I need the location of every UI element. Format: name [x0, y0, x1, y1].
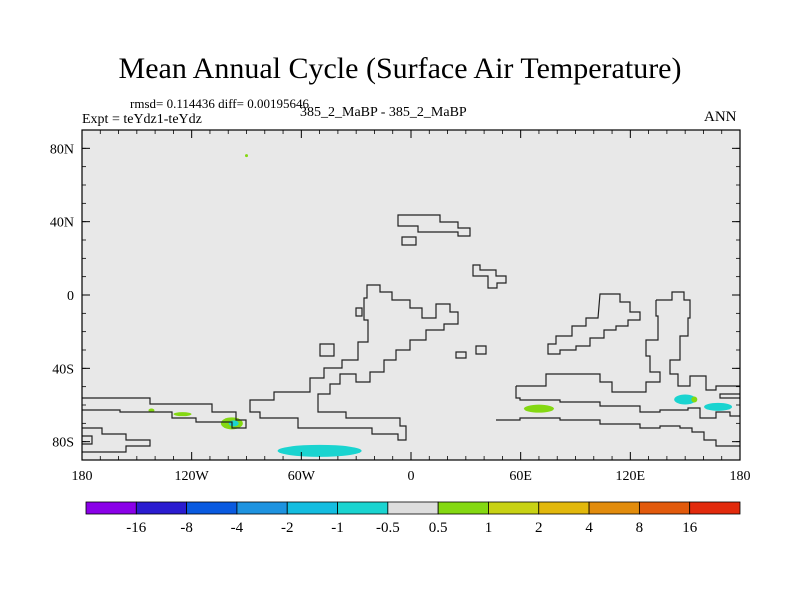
- x-tick-label: 120E: [616, 469, 646, 484]
- experiment-label: Expt = teYdz1-teYdz: [82, 112, 202, 127]
- colorbar-label: 4: [585, 520, 593, 536]
- colorbar-swatch: [538, 501, 590, 515]
- plot-area: [82, 130, 740, 460]
- colorbar-label: 16: [682, 520, 698, 536]
- x-tick-label: 180: [730, 469, 751, 484]
- colorbar-label: -16: [126, 520, 146, 536]
- colorbar-label: 1: [485, 520, 493, 536]
- anomaly-patch-arctic-speck: [245, 154, 248, 158]
- coastline-bellingshausen: [82, 435, 93, 445]
- anomaly-patch-amundsen-cyan: [228, 420, 239, 427]
- coastline-asia: [547, 293, 641, 355]
- stats-label: rmsd= 0.114436 diff= 0.00195646: [130, 96, 309, 111]
- coastline-islet-4: [475, 345, 487, 355]
- colorbar-swatch: [85, 501, 137, 515]
- y-tick-label: 80S: [52, 436, 74, 451]
- colorbar-label: 2: [535, 520, 543, 536]
- coastline-mideast: [472, 264, 507, 289]
- colorbar-label: 8: [636, 520, 644, 536]
- colorbar-label: -4: [231, 520, 244, 536]
- coastline-west-antarctic: [82, 397, 247, 429]
- anomaly-patch-south-pacific-green-2: [173, 412, 192, 417]
- chart-title: Mean Annual Cycle (Surface Air Temperatu…: [118, 52, 682, 85]
- coastline-europe-islet: [401, 236, 417, 246]
- coastline-islet-1: [355, 307, 363, 317]
- anomaly-patch-indian-ocean-green: [523, 404, 554, 413]
- colorbar-label: -0.5: [376, 520, 400, 536]
- colorbar-swatch: [689, 501, 741, 515]
- colorbar-swatch: [638, 501, 691, 515]
- x-tick-label: 0: [408, 469, 415, 484]
- coastline-europe: [397, 214, 471, 237]
- x-tick-label: 120W: [175, 469, 210, 484]
- colorbar-label: 0.5: [429, 520, 448, 536]
- colorbar-swatch: [387, 501, 439, 515]
- coastline-indian-shelf: [516, 300, 661, 393]
- coastline-australia: [656, 291, 740, 391]
- subtitle-label: 385_2_MaBP - 385_2_MaBP: [300, 105, 467, 120]
- coastline-south-america: [249, 284, 459, 441]
- colorbar-swatch: [488, 501, 540, 515]
- coastline-east-antarctic: [515, 386, 740, 419]
- anomaly-patch-south-pacific-cyan: [704, 402, 733, 411]
- x-tick-label: 180: [72, 469, 93, 484]
- y-tick-label: 0: [67, 289, 74, 304]
- anomaly-patch-antarctic-cyan: [277, 444, 362, 457]
- x-tick-label: 60E: [509, 469, 532, 484]
- colorbar-label: -8: [180, 520, 193, 536]
- colorbar-label: -1: [331, 520, 344, 536]
- anomaly-patch-australia-sector-cyan: [674, 394, 697, 405]
- colorbar-swatch: [588, 501, 640, 515]
- colorbar-swatch: [286, 501, 338, 515]
- colorbar-swatch: [337, 501, 389, 515]
- coastline-islet-3: [455, 351, 467, 359]
- y-axis: 80N 40N 0 40S 80S: [50, 129, 740, 461]
- coastline-islet-2: [319, 343, 335, 357]
- y-tick-label: 40N: [50, 216, 74, 231]
- coastline-east-antarctic-south: [496, 417, 740, 447]
- anomaly-patch-south-pacific-green-east: [691, 396, 698, 403]
- colorbar-swatch: [186, 501, 238, 515]
- x-tick-label: 60W: [288, 469, 316, 484]
- colorbar-swatch: [236, 501, 288, 515]
- y-tick-label: 80N: [50, 142, 74, 157]
- y-tick-label: 40S: [52, 362, 74, 377]
- colorbar-swatch: [437, 501, 489, 515]
- coastline-australia-south: [719, 393, 740, 399]
- continent-outlines: [82, 214, 740, 453]
- season-label: ANN: [704, 109, 737, 125]
- x-axis: 180 120W 60W 0 60E 120E 180: [72, 130, 751, 484]
- colorbar-swatch: [135, 501, 188, 515]
- coastline-ross: [82, 427, 151, 453]
- colorbar-label: -2: [281, 520, 294, 536]
- colorbar: -16 -8 -4 -2 -1 -0.5 0.5 1 2 4 8 16: [85, 501, 741, 536]
